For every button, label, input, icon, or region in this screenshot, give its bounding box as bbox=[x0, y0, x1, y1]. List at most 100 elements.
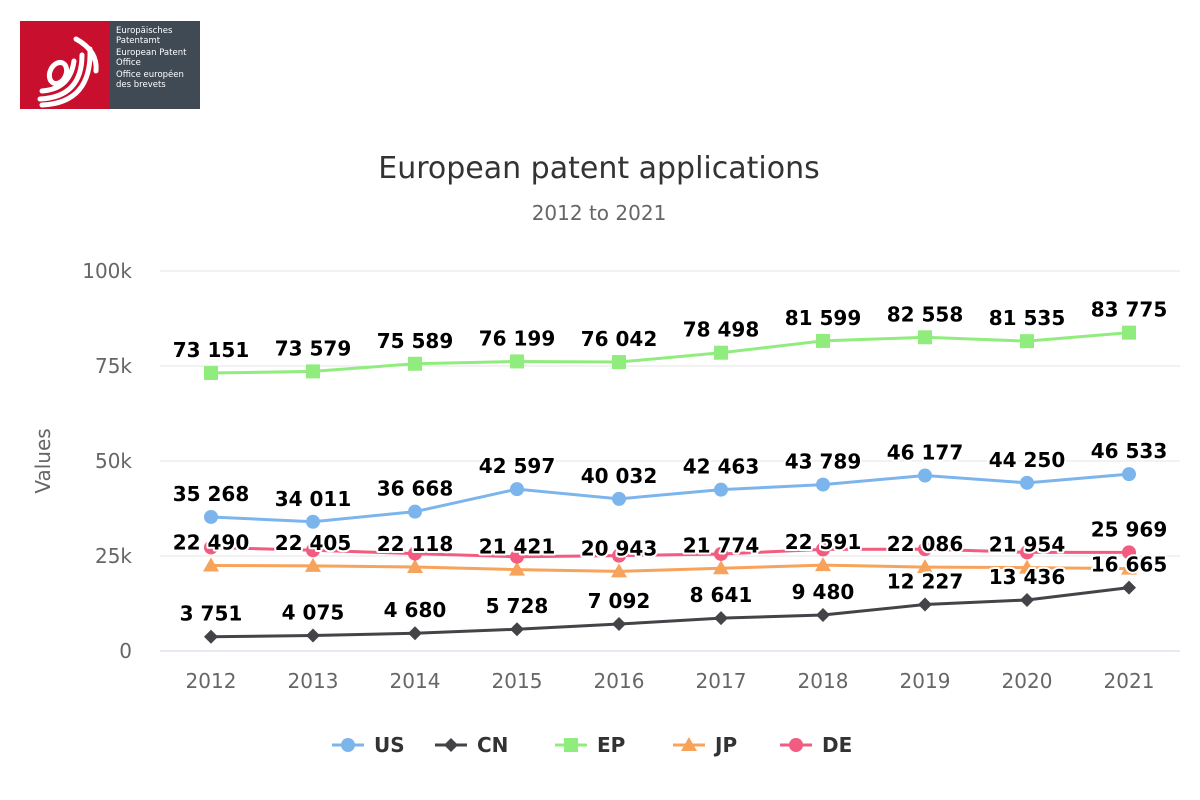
data-point-ep bbox=[1122, 325, 1136, 340]
data-label-cn: 4 075 bbox=[282, 601, 345, 625]
data-point-cn bbox=[918, 597, 932, 612]
data-label-us: 42 463 bbox=[683, 455, 760, 479]
data-point-ep bbox=[1020, 334, 1034, 349]
data-label-ep: 73 151 bbox=[173, 338, 250, 362]
data-label-ep: 82 558 bbox=[887, 302, 964, 326]
data-point-ep bbox=[510, 354, 524, 369]
data-label-jp: 22 118 bbox=[377, 532, 454, 556]
data-point-de bbox=[510, 549, 524, 564]
data-label-us: 34 011 bbox=[275, 487, 352, 511]
x-tick-label: 2019 bbox=[900, 669, 951, 693]
data-label-jp: 21 954 bbox=[989, 533, 1066, 557]
data-label-ep: 73 579 bbox=[275, 336, 352, 360]
legend-symbol-ep bbox=[564, 738, 578, 752]
data-label-cn: 7 092 bbox=[588, 589, 651, 613]
data-label-cn: 5 728 bbox=[486, 594, 549, 618]
data-label-cn: 4 680 bbox=[384, 598, 447, 622]
data-point-de bbox=[816, 542, 830, 557]
data-label-cn: 3 751 bbox=[180, 602, 243, 626]
data-point-cn bbox=[816, 607, 830, 622]
data-label-us: 40 032 bbox=[581, 464, 658, 488]
data-label-jp: 21 774 bbox=[683, 533, 760, 557]
legend-item-us[interactable]: US bbox=[332, 733, 405, 757]
data-label-ep: 76 042 bbox=[581, 327, 658, 351]
data-label-us: 46 533 bbox=[1091, 439, 1168, 463]
data-point-cn bbox=[612, 617, 626, 632]
data-label-jp: 22 405 bbox=[275, 531, 352, 555]
data-point-de bbox=[1020, 545, 1034, 560]
data-point-de bbox=[306, 543, 320, 558]
data-label-us: 35 268 bbox=[173, 482, 250, 506]
data-point-cn bbox=[714, 611, 728, 626]
data-point-jp bbox=[305, 557, 321, 572]
x-tick-label: 2020 bbox=[1002, 669, 1053, 693]
data-label-ep: 83 775 bbox=[1091, 298, 1168, 322]
data-point-jp bbox=[203, 557, 219, 572]
data-label-us: 36 668 bbox=[377, 477, 454, 501]
x-tick-label: 2012 bbox=[186, 669, 237, 693]
legend-symbol-cn bbox=[444, 738, 458, 752]
y-tick-label: 0 bbox=[119, 639, 132, 663]
legend-item-de[interactable]: DE bbox=[780, 733, 852, 757]
data-label-us: 43 789 bbox=[785, 450, 862, 474]
data-point-us bbox=[510, 482, 524, 497]
legend-label-de: DE bbox=[822, 733, 852, 757]
chart-title: European patent applications bbox=[378, 151, 820, 186]
logo-line-en: European Patent Office bbox=[116, 48, 187, 68]
data-point-de bbox=[408, 546, 422, 561]
data-label-jp: 22 591 bbox=[785, 530, 862, 554]
legend-item-cn[interactable]: CN bbox=[435, 733, 508, 757]
legend-label-us: US bbox=[374, 733, 405, 757]
data-point-us bbox=[1122, 467, 1136, 482]
data-point-us bbox=[408, 504, 422, 519]
data-point-us bbox=[1020, 475, 1034, 490]
x-tick-label: 2016 bbox=[594, 669, 645, 693]
data-point-jp bbox=[713, 560, 729, 575]
data-label-de: 25 969 bbox=[1091, 517, 1168, 541]
x-tick-label: 2018 bbox=[798, 669, 849, 693]
data-point-de bbox=[918, 542, 932, 557]
data-point-jp bbox=[407, 558, 423, 573]
x-tick-label: 2017 bbox=[696, 669, 747, 693]
data-label-jp: 22 086 bbox=[887, 532, 964, 556]
data-label-ep: 75 589 bbox=[377, 329, 454, 353]
epo-logo-text: Europäisches Patentamt European Patent O… bbox=[110, 21, 200, 109]
data-label-ep: 76 199 bbox=[479, 326, 556, 350]
data-point-ep bbox=[306, 364, 320, 379]
data-point-jp bbox=[611, 563, 627, 578]
x-tick-label: 2021 bbox=[1104, 669, 1155, 693]
data-point-us bbox=[918, 468, 932, 483]
legend-item-ep[interactable]: EP bbox=[555, 733, 625, 757]
data-point-jp bbox=[509, 561, 525, 576]
data-point-ep bbox=[612, 355, 626, 370]
data-point-cn bbox=[204, 629, 218, 644]
legend-symbol-us bbox=[341, 738, 355, 752]
x-tick-label: 2013 bbox=[288, 669, 339, 693]
y-tick-label: 25k bbox=[95, 544, 132, 568]
data-label-us: 42 597 bbox=[479, 454, 556, 478]
data-label-us: 46 177 bbox=[887, 441, 964, 465]
data-point-cn bbox=[306, 628, 320, 643]
legend-item-jp[interactable]: JP bbox=[673, 733, 737, 757]
data-label-jp: 22 490 bbox=[173, 531, 250, 555]
legend-label-cn: CN bbox=[477, 733, 508, 757]
data-point-de bbox=[204, 540, 218, 555]
data-point-ep bbox=[204, 366, 218, 381]
series-line-ep bbox=[210, 331, 1130, 375]
data-point-ep bbox=[816, 333, 830, 348]
data-point-ep bbox=[714, 345, 728, 360]
data-point-de bbox=[714, 546, 728, 561]
epo-logo-mark bbox=[20, 21, 110, 109]
data-point-us bbox=[306, 514, 320, 529]
data-label-cn: 16 665 bbox=[1091, 553, 1168, 577]
y-axis-title: Values bbox=[31, 428, 55, 493]
data-point-de bbox=[1122, 545, 1136, 560]
data-label-ep: 81 535 bbox=[989, 306, 1066, 330]
data-point-cn bbox=[1122, 580, 1136, 595]
series-line-de bbox=[210, 545, 1130, 559]
legend-label-ep: EP bbox=[597, 733, 625, 757]
x-tick-label: 2014 bbox=[390, 669, 441, 693]
legend-symbol-jp bbox=[681, 737, 697, 751]
